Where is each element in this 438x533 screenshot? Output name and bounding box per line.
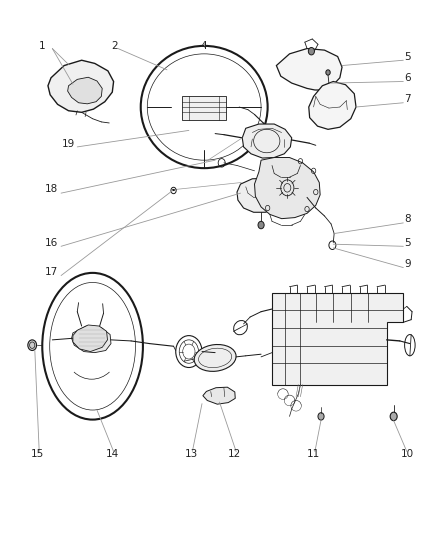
Text: 13: 13 bbox=[184, 449, 197, 458]
Text: 7: 7 bbox=[403, 94, 410, 104]
Polygon shape bbox=[242, 124, 291, 158]
Text: 17: 17 bbox=[44, 267, 57, 277]
Polygon shape bbox=[308, 82, 355, 130]
Polygon shape bbox=[272, 293, 403, 384]
Polygon shape bbox=[254, 158, 319, 219]
Circle shape bbox=[325, 89, 330, 95]
Text: 11: 11 bbox=[306, 449, 319, 458]
Circle shape bbox=[307, 47, 314, 55]
Text: 4: 4 bbox=[201, 41, 207, 51]
Text: 19: 19 bbox=[62, 139, 75, 149]
Text: 5: 5 bbox=[403, 238, 410, 247]
Text: 14: 14 bbox=[106, 449, 119, 458]
Polygon shape bbox=[67, 77, 102, 104]
Text: 9: 9 bbox=[403, 259, 410, 269]
Text: 5: 5 bbox=[403, 52, 410, 61]
Circle shape bbox=[258, 221, 264, 229]
Circle shape bbox=[28, 340, 36, 351]
Polygon shape bbox=[73, 325, 107, 352]
Circle shape bbox=[389, 412, 396, 421]
Text: 10: 10 bbox=[400, 449, 413, 458]
Text: 1: 1 bbox=[39, 41, 46, 51]
Text: 15: 15 bbox=[31, 449, 44, 458]
Polygon shape bbox=[202, 387, 235, 404]
Text: 12: 12 bbox=[228, 449, 241, 458]
Polygon shape bbox=[182, 96, 226, 120]
Ellipse shape bbox=[194, 344, 236, 372]
Polygon shape bbox=[237, 178, 285, 212]
Text: 18: 18 bbox=[44, 184, 57, 195]
Polygon shape bbox=[71, 326, 111, 353]
Circle shape bbox=[317, 413, 323, 420]
Polygon shape bbox=[276, 49, 341, 90]
Text: 8: 8 bbox=[403, 214, 410, 224]
Text: 16: 16 bbox=[44, 238, 57, 247]
Text: 6: 6 bbox=[403, 73, 410, 83]
Text: 2: 2 bbox=[111, 41, 117, 51]
Polygon shape bbox=[48, 60, 113, 112]
Circle shape bbox=[325, 70, 329, 75]
